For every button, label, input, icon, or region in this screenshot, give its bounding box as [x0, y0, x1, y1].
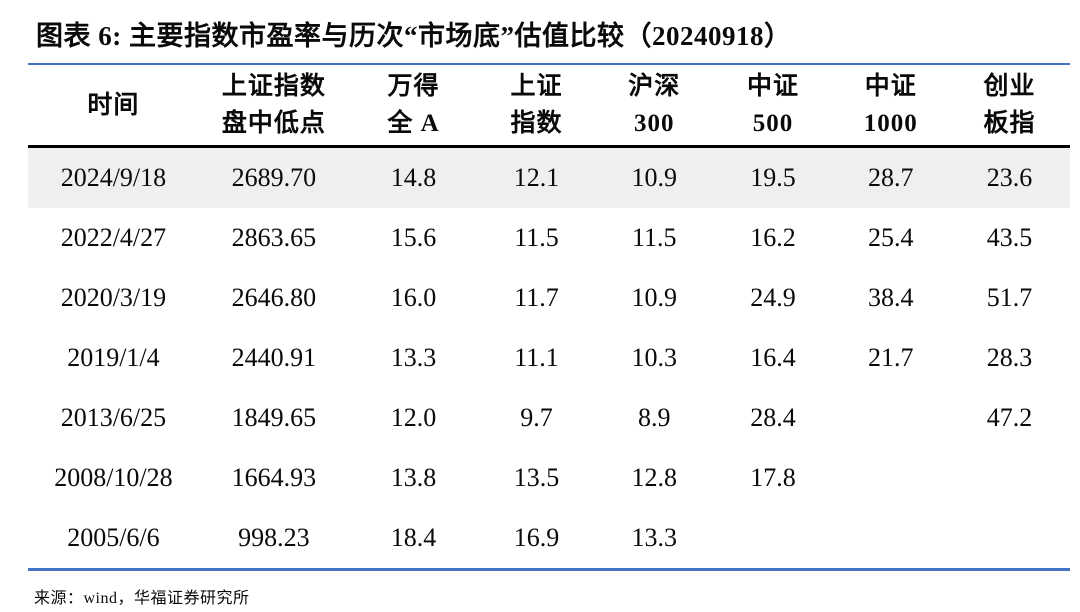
date-cell: 2019/1/4	[67, 343, 160, 372]
value-cell: 51.7	[986, 283, 1033, 312]
date-cell: 2024/9/18	[28, 146, 199, 208]
value-cell: 13.3	[390, 343, 437, 372]
value-cell: 16.9	[513, 523, 560, 552]
column-header-line: 指数	[510, 110, 563, 137]
pe-comparison-table: 时间 上证指数 盘中低点 万得全 A 上证 指数 沪深 300 中证 500 中证 1000 创业 板指 …	[28, 63, 1070, 571]
value-cell	[832, 508, 949, 570]
value-cell: 28.7	[832, 146, 950, 208]
value-cell: 11.5	[631, 223, 677, 252]
value-cell: 13.8	[390, 463, 437, 492]
column-header-line: 盘中低点	[221, 110, 326, 137]
source-note: 来源：wind，华福证券研究所	[34, 590, 250, 607]
column-header: 中证 1000	[832, 64, 950, 148]
column-header-line: 万得	[387, 73, 440, 100]
date-cell: 2020/3/19	[60, 283, 167, 312]
value-cell: 18.4	[390, 523, 437, 552]
column-header: 时间	[28, 64, 199, 148]
value-cell: 16.4	[750, 343, 796, 372]
value-cell: 12.8	[631, 463, 677, 492]
value-cell: 21.7	[867, 343, 914, 372]
value-cell	[832, 448, 949, 508]
value-cell: 11.5	[514, 223, 559, 252]
value-cell: 15.6	[390, 223, 437, 252]
table-row: 2024/9/18 2689.70 14.8 12.1 10.9 19.5 28.7 23.6	[28, 146, 1070, 208]
table-body: 2024/9/18 2689.70 14.8 12.1 10.9 19.5 28.7 23.6…	[28, 146, 1070, 570]
column-header: 上证指数 盘中低点	[198, 64, 349, 148]
column-header-line: 1000	[863, 110, 918, 137]
column-header-line: 板指	[983, 110, 1036, 137]
table-row: 2013/6/25 1849.65 12.0 9.7 8.9 28.4 47.2	[28, 388, 1070, 448]
value-cell: 2689.70	[198, 146, 349, 208]
column-header-line: 全 A	[387, 110, 440, 137]
value-cell: 14.8	[348, 146, 479, 208]
value-cell: 12.0	[390, 403, 437, 432]
value-cell: 9.7	[520, 403, 553, 432]
value-cell	[949, 508, 1070, 570]
value-cell: 16.0	[390, 283, 437, 312]
value-cell: 24.9	[750, 283, 796, 312]
value-cell: 47.2	[986, 403, 1033, 432]
column-header-line: 500	[752, 110, 794, 137]
table-row: 2008/10/28 1664.93 13.8 13.5 12.8 17.8	[28, 448, 1070, 508]
table-row: 2019/1/4 2440.91 13.3 11.1 10.3 16.4 21.7 28.3	[28, 328, 1070, 388]
value-cell: 2440.91	[231, 343, 317, 372]
value-cell: 998.23	[238, 523, 310, 552]
value-cell: 11.1	[514, 343, 559, 372]
header-row: 时间 上证指数 盘中低点 万得全 A 上证 指数 沪深 300 中证 500 中证 1000 创业 板指	[28, 64, 1070, 148]
column-header-line: 时间	[87, 91, 140, 119]
value-cell: 43.5	[986, 223, 1033, 252]
value-cell: 28.4	[750, 403, 796, 432]
table-row: 2005/6/6 998.23 18.4 16.9 13.3	[28, 508, 1070, 570]
table-header: 时间 上证指数 盘中低点 万得全 A 上证 指数 沪深 300 中证 500 中证 1000 创业 板指	[28, 64, 1070, 148]
column-header: 沪深 300	[594, 64, 714, 148]
value-cell: 8.9	[637, 403, 671, 432]
column-header-line: 中证	[864, 73, 917, 100]
column-header-line: 上证	[510, 73, 563, 100]
column-header-line: 300	[633, 110, 675, 137]
value-cell: 2646.80	[231, 283, 317, 312]
value-cell	[949, 448, 1070, 508]
value-cell: 19.5	[713, 146, 833, 208]
value-cell: 10.9	[594, 146, 714, 208]
column-header-line: 沪深	[628, 73, 681, 100]
date-cell: 2005/6/6	[67, 523, 160, 552]
value-cell: 13.5	[513, 463, 560, 492]
date-cell: 2022/4/27	[60, 223, 167, 252]
value-cell: 1664.93	[231, 463, 317, 492]
value-cell: 38.4	[867, 283, 914, 312]
value-cell: 2863.65	[231, 223, 317, 252]
value-cell: 10.9	[631, 283, 677, 312]
value-cell	[714, 508, 833, 570]
column-header-line: 上证指数	[221, 73, 326, 100]
value-cell: 23.6	[949, 146, 1070, 208]
value-cell: 16.2	[750, 223, 796, 252]
date-cell: 2013/6/25	[60, 403, 167, 432]
value-cell: 13.3	[631, 523, 677, 552]
date-cell: 2008/10/28	[54, 463, 173, 492]
value-cell: 25.4	[867, 223, 914, 252]
column-header: 创业 板指	[949, 64, 1070, 148]
figure-title: 图表 6: 主要指数市盈率与历次“市场底”估值比较（20240918）	[36, 21, 792, 51]
value-cell: 1849.65	[231, 403, 317, 432]
value-cell: 12.1	[478, 146, 595, 208]
column-header-line: 创业	[983, 73, 1036, 100]
table-row: 2022/4/27 2863.65 15.6 11.5 11.5 16.2 25.4 43.5	[28, 208, 1070, 268]
value-cell: 17.8	[750, 463, 796, 492]
table-row: 2020/3/19 2646.80 16.0 11.7 10.9 24.9 38.4 51.7	[28, 268, 1070, 328]
column-header-line: 中证	[746, 73, 799, 100]
column-header: 上证 指数	[478, 64, 595, 148]
value-cell: 28.3	[986, 343, 1033, 372]
value-cell: 11.7	[514, 283, 559, 312]
column-header: 万得全 A	[348, 64, 479, 148]
column-header: 中证 500	[713, 64, 833, 148]
value-cell	[832, 388, 949, 448]
value-cell: 10.3	[631, 343, 677, 372]
